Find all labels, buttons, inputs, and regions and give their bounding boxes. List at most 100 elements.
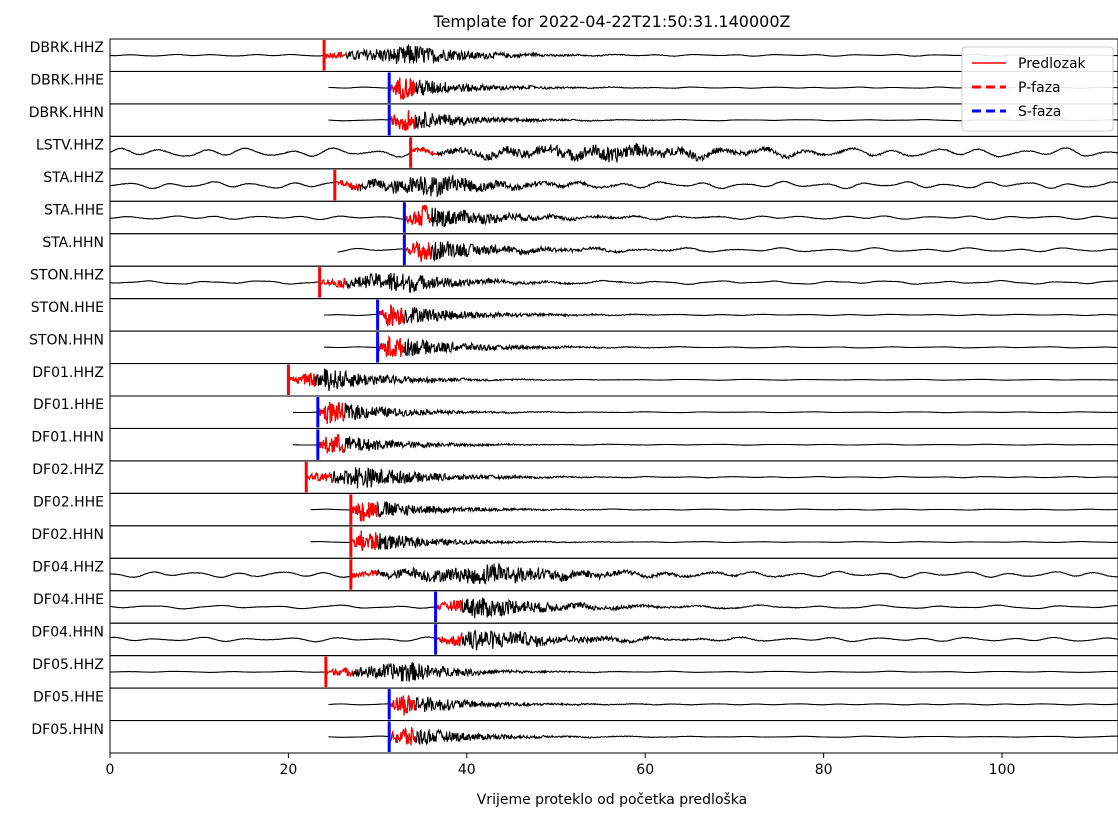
template-line bbox=[288, 374, 314, 387]
x-tick-label: 0 bbox=[106, 762, 115, 778]
x-tick-label: 20 bbox=[279, 762, 297, 778]
legend: Predlozak P-faza S-faza bbox=[962, 47, 1113, 131]
template-line bbox=[318, 435, 344, 453]
trace-panel: DF05.HHZ bbox=[32, 656, 1118, 688]
trace-label: STON.HHZ bbox=[30, 267, 104, 283]
x-axis-label: Vrijeme proteklo od početka predloška bbox=[477, 792, 748, 808]
panel-frame bbox=[110, 234, 1118, 266]
template-line bbox=[351, 501, 377, 521]
template-line bbox=[318, 402, 344, 424]
trace-panel: DF02.HHE bbox=[33, 493, 1118, 525]
trace-label: STA.HHE bbox=[44, 203, 104, 219]
template-line bbox=[351, 531, 377, 551]
trace-label: DF05.HHN bbox=[31, 722, 104, 738]
waveform-line bbox=[329, 696, 1118, 716]
waveform-line bbox=[110, 205, 1118, 227]
legend-label: Predlozak bbox=[1018, 56, 1087, 72]
trace-label: STA.HHN bbox=[42, 235, 104, 251]
trace-panel: STON.HHZ bbox=[30, 266, 1118, 298]
waveform-line bbox=[110, 662, 1118, 681]
legend-label: P-faza bbox=[1018, 80, 1061, 96]
trace-panel: DF04.HHN bbox=[31, 623, 1118, 655]
trace-panels: DBRK.HHZ DBRK.HHE DBRK.HHN LSTV.HHZ STA.HHZ S… bbox=[29, 39, 1118, 753]
waveform-line bbox=[324, 305, 1118, 327]
template-line bbox=[390, 727, 416, 745]
waveform-line bbox=[293, 435, 1118, 453]
waveform-line bbox=[110, 564, 1118, 584]
trace-label: DBRK.HHE bbox=[30, 73, 104, 89]
template-line bbox=[326, 668, 352, 676]
template-line bbox=[335, 180, 359, 191]
waveform-line bbox=[329, 727, 1118, 745]
template-line bbox=[436, 633, 462, 646]
waveform-line bbox=[110, 273, 1118, 292]
template-line bbox=[320, 279, 346, 288]
trace-label: STA.HHZ bbox=[43, 170, 104, 186]
waveform-line bbox=[110, 175, 1118, 196]
trace-label: LSTV.HHZ bbox=[36, 138, 104, 154]
template-line bbox=[411, 147, 437, 155]
waveform-line bbox=[338, 242, 1118, 262]
trace-label: DBRK.HHZ bbox=[30, 40, 104, 56]
legend-label: S-faza bbox=[1018, 104, 1061, 120]
trace-label: DF04.HHE bbox=[33, 592, 104, 608]
trace-panel: DBRK.HHZ bbox=[30, 39, 1118, 71]
trace-panel: DF04.HHE bbox=[33, 591, 1118, 623]
waveform-line bbox=[324, 337, 1118, 357]
template-line bbox=[351, 570, 377, 577]
x-tick-label: 80 bbox=[815, 762, 833, 778]
trace-label: DF02.HHN bbox=[31, 527, 104, 543]
waveform-line bbox=[293, 402, 1118, 424]
chart-title: Template for 2022-04-22T21:50:31.140000Z bbox=[433, 12, 791, 31]
trace-label: DF02.HHE bbox=[33, 495, 104, 511]
trace-panel: STA.HHN bbox=[42, 234, 1118, 266]
trace-panel: STA.HHZ bbox=[43, 169, 1118, 201]
template-line bbox=[405, 205, 431, 226]
trace-label: STON.HHN bbox=[29, 332, 104, 348]
trace-label: DF01.HHN bbox=[31, 430, 104, 446]
trace-panel: DF05.HHN bbox=[31, 721, 1118, 753]
trace-panel: DF02.HHZ bbox=[32, 461, 1118, 493]
template-line bbox=[390, 78, 416, 99]
trace-label: DF05.HHE bbox=[33, 689, 104, 705]
trace-label: DF05.HHZ bbox=[32, 657, 104, 673]
trace-panel: STA.HHE bbox=[44, 201, 1118, 233]
waveform-line bbox=[306, 467, 1118, 488]
x-tick-label: 100 bbox=[989, 762, 1016, 778]
template-line bbox=[324, 52, 346, 58]
template-line bbox=[390, 110, 416, 131]
x-tick-label: 60 bbox=[636, 762, 654, 778]
trace-panel: DBRK.HHN bbox=[29, 104, 1118, 136]
template-line bbox=[390, 696, 416, 716]
trace-panel: DF02.HHN bbox=[31, 526, 1118, 558]
trace-label: DBRK.HHN bbox=[29, 105, 104, 121]
trace-panel: STON.HHE bbox=[31, 299, 1118, 331]
waveform-line bbox=[288, 369, 1117, 391]
trace-panel: LSTV.HHZ bbox=[36, 136, 1118, 168]
trace-panel: DF04.HHZ bbox=[32, 558, 1118, 590]
trace-panel: STON.HHN bbox=[29, 331, 1118, 363]
waveform-line bbox=[110, 630, 1118, 650]
panel-frame bbox=[110, 266, 1118, 298]
trace-label: DF04.HHZ bbox=[32, 560, 104, 576]
trace-label: DF01.HHE bbox=[33, 397, 104, 413]
template-line bbox=[378, 305, 404, 327]
template-line bbox=[405, 242, 431, 261]
trace-panel: DBRK.HHE bbox=[30, 71, 1118, 103]
template-line bbox=[306, 473, 332, 482]
trace-panel: DF01.HHE bbox=[33, 396, 1118, 428]
trace-label: DF04.HHN bbox=[31, 624, 104, 640]
waveform-line bbox=[311, 501, 1118, 521]
waveform-line bbox=[110, 143, 1118, 162]
trace-panel: DF01.HHN bbox=[31, 428, 1118, 460]
trace-panel: DF05.HHE bbox=[33, 688, 1118, 720]
trace-label: DF01.HHZ bbox=[32, 365, 104, 381]
trace-panel: DF01.HHZ bbox=[32, 364, 1118, 396]
template-line bbox=[378, 337, 404, 357]
trace-label: STON.HHE bbox=[31, 300, 104, 316]
waveform-line bbox=[110, 598, 1118, 618]
waveform-line bbox=[311, 531, 1118, 551]
